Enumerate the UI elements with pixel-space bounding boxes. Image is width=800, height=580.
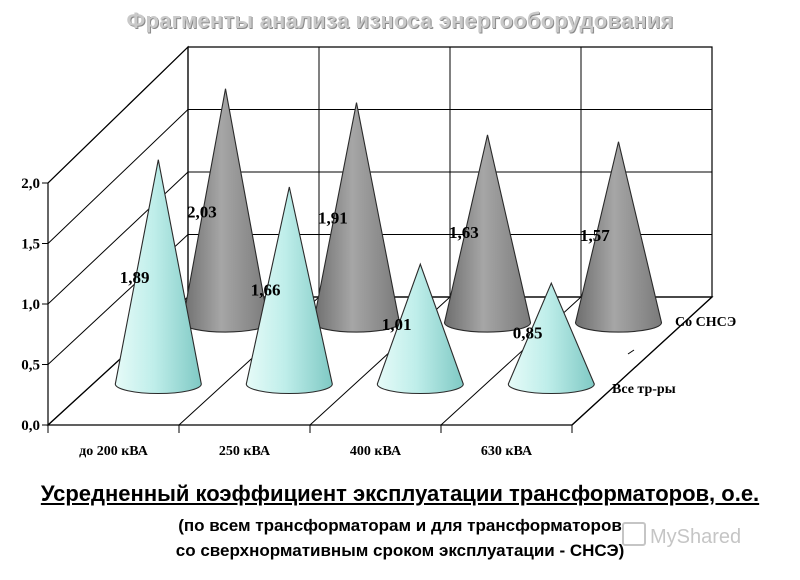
y-tick-label: 2,0 [21, 176, 40, 192]
chart-subcaption-line2: со сверхнормативным сроком эксплуатации … [175, 541, 625, 560]
cone-all-2 [376, 262, 464, 395]
cone-all-0-body [114, 159, 202, 395]
series-name-label: Все тр-ры [612, 382, 676, 397]
cone-all-1 [245, 186, 333, 395]
cone-all-3 [507, 281, 595, 395]
data-label: 1,57 [580, 226, 610, 245]
data-label: 1,91 [318, 209, 348, 228]
cone-all-3-body [507, 281, 595, 395]
x-tick-label: до 200 кВА [79, 444, 149, 459]
cone-snse-3 [574, 141, 663, 333]
y-tick-label: 0,5 [21, 358, 40, 374]
depth-axis [571, 296, 713, 426]
gridline-left [47, 46, 189, 184]
series-name-label: Со СНСЭ [675, 315, 736, 330]
gridline-left [47, 109, 189, 244]
cone-snse-2 [443, 134, 532, 333]
data-label: 1,01 [382, 315, 412, 334]
watermark-text: MyShared [650, 526, 742, 548]
cone-all-1-body [245, 186, 333, 395]
y-tick-label: 0,0 [21, 418, 40, 434]
chart-caption: Усредненный коэффициент эксплуатации тра… [40, 481, 760, 506]
chart-gridlines [47, 46, 712, 426]
y-tick-label: 1,0 [21, 297, 40, 313]
chart-axes: 0,0 0,5 1,0 1,5 2,0 до 200 кВА 250 кВА 400 кВА 6… [21, 176, 736, 459]
cone-chart: 2,03 1,91 1,63 1,57 1,89 1,66 1,01 0,85 0,0 0,5… [21, 45, 736, 459]
cone-all-0 [114, 159, 202, 395]
watermark: MyShared [622, 522, 772, 550]
chart-subcaption-line1: (по всем трансформаторам и для трансформ… [178, 516, 622, 535]
data-label: 1,66 [251, 280, 281, 299]
data-label: 2,03 [187, 202, 217, 221]
data-label: 1,63 [449, 223, 479, 242]
series-front: 1,89 1,66 1,01 0,85 [114, 159, 595, 395]
y-tick-label: 1,5 [21, 237, 40, 253]
cone-snse-3-body [574, 141, 663, 333]
data-label: 0,85 [513, 324, 543, 343]
depth-tick [627, 349, 635, 355]
data-label: 1,89 [120, 268, 150, 287]
cone-snse-2-body [443, 134, 532, 333]
cone-all-2-body [376, 262, 464, 395]
x-tick-label: 400 кВА [350, 444, 402, 459]
slide-title: Фрагменты анализа износа энергооборудова… [126, 8, 674, 33]
myshared-logo-icon [622, 522, 646, 546]
x-tick-label: 630 кВА [481, 444, 533, 459]
x-tick-label: 250 кВА [219, 444, 271, 459]
